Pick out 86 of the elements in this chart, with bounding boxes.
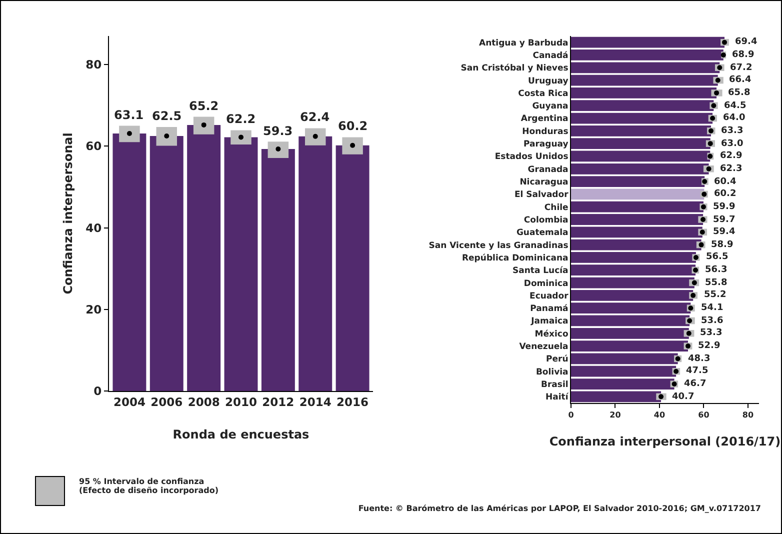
data-label: 62.9 xyxy=(720,151,742,161)
data-label: 56.5 xyxy=(706,252,728,262)
source-note: Fuente: © Barómetro de las Américas por LAPOP, El Salvador 2010-2016; GM_v.07172017 xyxy=(358,504,761,513)
data-label: 47.5 xyxy=(686,366,708,376)
y-tick-label: Jamaica xyxy=(530,316,569,327)
data-label: 59.7 xyxy=(713,215,736,225)
y-tick-label: El Salvador xyxy=(514,190,570,200)
x-tick-label: 2016 xyxy=(336,394,369,409)
data-label: 55.2 xyxy=(704,290,726,300)
y-tick-label: México xyxy=(534,329,568,340)
data-label: 60.2 xyxy=(338,119,368,133)
y-tick-label: Perú xyxy=(546,354,568,365)
data-label: 63.0 xyxy=(721,139,744,149)
y-tick-label: República Dominicana xyxy=(462,253,569,264)
y-axis-title: Confianza interpersonal xyxy=(60,132,75,294)
x-tick-label: 2014 xyxy=(299,394,332,409)
x-tick-label: 2010 xyxy=(224,394,258,409)
y-tick-label: San Vicente y las Granadinas xyxy=(428,240,568,251)
data-label: 46.7 xyxy=(684,379,706,389)
y-tick-label: Costa Rica xyxy=(518,88,569,99)
x-axis-title: Confianza interpersonal (2016/17) xyxy=(549,434,781,448)
data-label: 62.3 xyxy=(720,164,742,174)
data-label: 65.8 xyxy=(728,88,750,98)
y-tick-label: Dominica xyxy=(524,278,569,289)
data-label: 67.2 xyxy=(730,63,752,73)
y-tick-label: Uruguay xyxy=(528,76,569,86)
data-label: 62.5 xyxy=(152,109,182,123)
y-tick-label: Guyana xyxy=(532,102,569,112)
y-tick-label: Ecuador xyxy=(530,291,570,302)
x-tick-label: 40 xyxy=(654,410,666,420)
data-label: 64.0 xyxy=(723,113,746,123)
text: 95 % Intervalo de confianza (Efecto de diseño incorporado) xyxy=(79,477,219,496)
data-label: 62.2 xyxy=(226,112,256,126)
data-label: 40.7 xyxy=(672,392,694,402)
y-tick-label: Estados Unidos xyxy=(494,152,568,162)
x-tick-label: 60 xyxy=(698,410,710,420)
y-tick-label: Canadá xyxy=(532,50,569,61)
y-tick-label: Granada xyxy=(528,164,569,175)
y-tick-label: Guatemala xyxy=(516,228,569,238)
y-tick-label: Venezuela xyxy=(519,342,569,352)
y-tick-label: 40 xyxy=(86,220,102,235)
x-tick-label: 20 xyxy=(610,410,622,420)
data-label: 60.4 xyxy=(714,177,736,187)
y-tick-label: San Cristóbal y Nieves xyxy=(460,64,568,74)
y-tick-label: 0 xyxy=(94,384,102,398)
y-tick-label: 20 xyxy=(86,302,102,316)
data-label: 55.8 xyxy=(705,278,728,288)
x-axis-title: Ronda de encuestas xyxy=(172,428,310,442)
data-label: 68.9 xyxy=(732,50,754,60)
data-label: 60.2 xyxy=(714,189,736,199)
y-tick-label: Honduras xyxy=(522,126,568,137)
data-label: 64.5 xyxy=(724,101,746,111)
data-label: 52.9 xyxy=(698,341,720,351)
x-tick-label: 2006 xyxy=(150,394,183,409)
y-tick-label: Argentina xyxy=(520,114,569,124)
x-tick-label: 2008 xyxy=(188,394,220,409)
y-tick-label: Chile xyxy=(544,202,569,213)
data-label: 69.4 xyxy=(735,37,758,47)
y-tick-label: Haití xyxy=(546,392,570,403)
y-tick-label: 80 xyxy=(86,58,102,72)
data-label: 54.1 xyxy=(701,303,724,313)
y-tick-label: 60 xyxy=(86,139,102,154)
x-tick-label: 2004 xyxy=(113,394,146,409)
x-tick-label: 2012 xyxy=(262,394,294,409)
data-label: 63.1 xyxy=(114,108,144,122)
y-tick-label: Colombia xyxy=(524,215,569,226)
data-label: 48.3 xyxy=(688,354,710,364)
data-label: 59.4 xyxy=(713,227,736,237)
x-tick-label: 80 xyxy=(742,410,754,420)
y-tick-label: Santa Lucía xyxy=(512,266,569,276)
data-label: 59.9 xyxy=(713,202,736,212)
data-label: 58.9 xyxy=(711,240,734,250)
data-label: 65.2 xyxy=(189,99,219,113)
data-label: 59.3 xyxy=(263,124,293,138)
data-label: 56.3 xyxy=(705,265,728,275)
y-tick-label: Panamá xyxy=(530,304,569,314)
data-label: 53.6 xyxy=(701,316,724,326)
y-tick-label: Paraguay xyxy=(523,140,569,150)
y-tick-label: Brasil xyxy=(541,380,568,390)
data-label: 63.3 xyxy=(721,126,744,136)
y-tick-label: Bolivia xyxy=(536,367,569,378)
data-label: 66.4 xyxy=(729,75,752,85)
y-tick-label: Antigua y Barbuda xyxy=(478,38,569,48)
data-label: 62.4 xyxy=(300,110,330,124)
data-label: 53.3 xyxy=(700,328,722,338)
y-tick-label: Nicaragua xyxy=(520,178,569,188)
